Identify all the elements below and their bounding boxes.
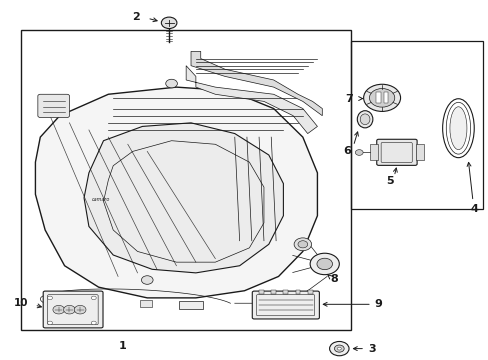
Circle shape (355, 150, 363, 156)
Ellipse shape (357, 111, 372, 128)
Circle shape (334, 345, 344, 352)
Text: 1: 1 (119, 341, 126, 351)
Circle shape (161, 17, 177, 28)
Bar (369, 144, 377, 160)
Circle shape (337, 347, 341, 350)
FancyBboxPatch shape (376, 139, 416, 165)
Bar (259, 290, 264, 294)
Polygon shape (35, 87, 317, 298)
Circle shape (47, 296, 52, 300)
Bar (283, 290, 287, 294)
Circle shape (316, 258, 332, 270)
Circle shape (91, 296, 96, 300)
Circle shape (165, 79, 177, 88)
Bar (383, 93, 387, 103)
Text: 3: 3 (368, 343, 375, 354)
Bar (415, 144, 423, 160)
FancyBboxPatch shape (252, 291, 319, 319)
Bar (179, 301, 203, 309)
Bar (271, 290, 276, 294)
FancyBboxPatch shape (38, 94, 69, 117)
Circle shape (329, 342, 348, 356)
Polygon shape (186, 66, 317, 134)
Polygon shape (84, 123, 283, 273)
Circle shape (293, 238, 311, 251)
FancyBboxPatch shape (43, 291, 103, 328)
Circle shape (74, 305, 86, 314)
Bar (295, 290, 300, 294)
Circle shape (63, 305, 75, 314)
Text: 7: 7 (345, 94, 353, 104)
Text: 10: 10 (14, 297, 28, 307)
Bar (375, 93, 380, 103)
Bar (307, 290, 312, 294)
Bar (351, 41, 482, 208)
Circle shape (53, 305, 64, 314)
Text: 9: 9 (374, 299, 382, 309)
Circle shape (369, 89, 394, 107)
Circle shape (363, 84, 400, 111)
Circle shape (47, 321, 52, 325)
Text: 4: 4 (470, 203, 478, 213)
Text: 2: 2 (132, 13, 140, 22)
Circle shape (309, 253, 339, 275)
Text: 8: 8 (330, 274, 338, 284)
Circle shape (141, 276, 153, 284)
Circle shape (91, 321, 96, 325)
Ellipse shape (449, 107, 466, 150)
Bar (21, 30, 351, 330)
Text: 6: 6 (343, 147, 351, 157)
Polygon shape (191, 51, 322, 116)
Text: camaro: camaro (91, 197, 109, 202)
Circle shape (297, 241, 307, 248)
Ellipse shape (360, 114, 369, 125)
Bar (140, 300, 152, 307)
Text: 5: 5 (386, 176, 393, 186)
